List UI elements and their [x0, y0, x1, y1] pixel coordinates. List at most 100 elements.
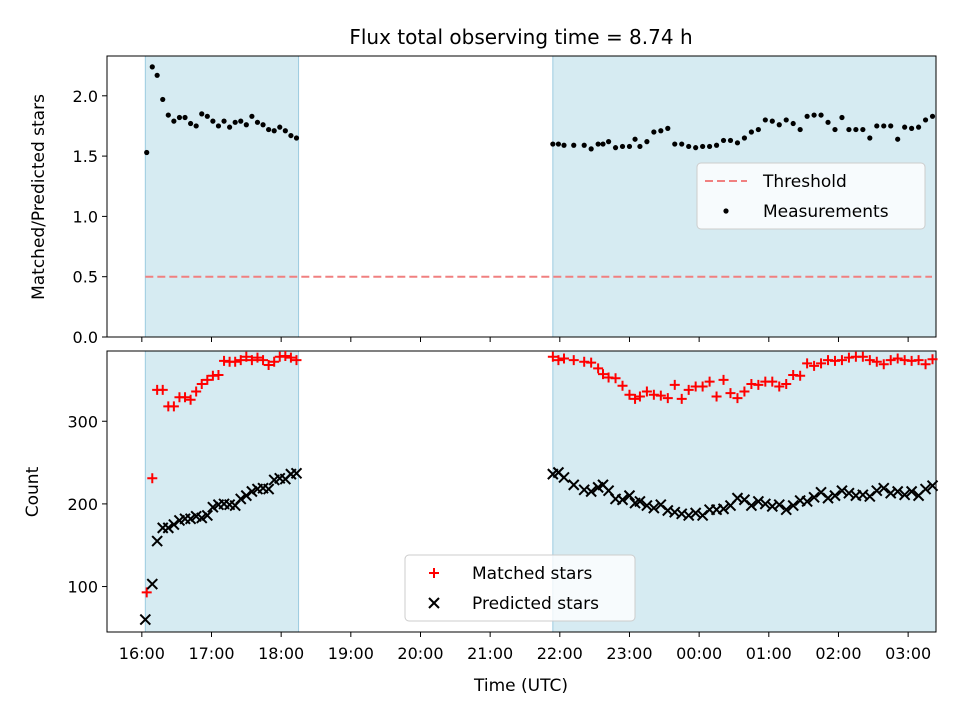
- matched-star-point: [269, 356, 280, 367]
- predicted-star-point: [836, 484, 848, 497]
- matched-star-point: [586, 357, 597, 368]
- measurement-point: [605, 139, 612, 145]
- measurement-point: [902, 124, 908, 130]
- counts-y-tick-label: 300: [67, 412, 98, 431]
- measurement-point: [595, 141, 601, 147]
- predicted-star-point: [623, 489, 636, 502]
- measurement-point: [249, 113, 255, 119]
- matched-star-point: [624, 389, 635, 400]
- predicted-star-point: [558, 471, 570, 484]
- matched-star-point: [157, 384, 168, 395]
- predicted-stars-legend-marker: [428, 597, 440, 609]
- matched-star-point: [704, 376, 715, 387]
- predicted-star-point: [752, 495, 765, 508]
- x-tick-label: 17:00: [188, 644, 234, 663]
- measurement-point: [853, 126, 859, 133]
- matched-star-point: [241, 351, 252, 362]
- measurement-point: [221, 118, 227, 124]
- x-tick-label: 03:00: [885, 644, 931, 663]
- measurement-point: [277, 124, 283, 130]
- matched-star-point: [263, 360, 274, 371]
- predicted-star-point: [641, 499, 653, 512]
- measurement-point: [825, 119, 831, 125]
- matched-star-point: [202, 374, 213, 385]
- matched-star-point: [185, 394, 196, 405]
- measurement-point: [797, 126, 803, 133]
- measurement-point: [199, 111, 205, 117]
- measurement-point: [679, 141, 685, 147]
- x-tick-label: 21:00: [467, 644, 513, 663]
- matched-star-point: [781, 379, 792, 390]
- measurement-point: [227, 124, 233, 130]
- predicted-star-point: [891, 485, 904, 498]
- x-tick-label: 00:00: [676, 644, 722, 663]
- predicted-star-point: [162, 522, 175, 534]
- measurement-point: [171, 118, 177, 124]
- measurement-point: [193, 123, 199, 129]
- matched-star-point: [725, 388, 736, 399]
- matched-stars-series: [141, 350, 938, 598]
- measurement-point: [271, 128, 277, 134]
- predicted-star-point: [240, 489, 253, 502]
- measurement-point: [783, 117, 789, 123]
- matched-star-point: [892, 353, 903, 364]
- counts-y-tick-label: 100: [67, 578, 98, 597]
- measurement-point: [693, 145, 699, 151]
- ratio-y-tick-label: 1.0: [73, 207, 98, 226]
- predicted-star-point: [201, 509, 214, 522]
- x-tick-label: 01:00: [746, 644, 792, 663]
- x-tick-label: 19:00: [328, 644, 374, 663]
- predicted-star-point: [878, 482, 890, 494]
- x-tick-label: 16:00: [119, 644, 165, 663]
- predicted-star-point: [568, 479, 580, 491]
- predicted-star-point: [168, 518, 180, 531]
- measurement-point: [144, 149, 150, 156]
- measurement-point: [260, 122, 266, 128]
- predicted-star-point: [682, 509, 695, 522]
- predicted-star-point: [787, 499, 799, 512]
- ratio-y-ticks: 0.0 0.5 1.0 1.5 2.0: [73, 87, 107, 347]
- predicted-star-point: [146, 578, 158, 590]
- threshold-legend-label: Threshold: [762, 172, 847, 192]
- matched-star-point: [191, 386, 202, 397]
- measurement-point: [672, 141, 678, 147]
- measurement-point: [600, 141, 606, 147]
- measurement-point: [637, 143, 643, 150]
- measurement-point: [149, 64, 155, 70]
- matched-star-point: [252, 352, 263, 363]
- matched-star-point: [864, 355, 875, 366]
- matched-star-point: [739, 386, 750, 397]
- ratio-legend-box: [696, 162, 926, 230]
- matched-star-point: [180, 392, 191, 403]
- counts-legend-box: [404, 554, 636, 622]
- ratio-panel: 0.00.51.01.52.0 Matched/Predicted stars …: [29, 55, 937, 347]
- measurement-point: [762, 117, 768, 123]
- predicted-stars-legend-label: Predicted stars: [472, 594, 599, 614]
- measurement-point: [210, 118, 216, 124]
- measurement-point: [619, 143, 626, 150]
- predicted-star-point: [139, 613, 152, 626]
- measurement-point: [176, 114, 183, 121]
- ratio-x-ticks: [141, 337, 909, 342]
- measurements-legend-marker: [723, 208, 729, 214]
- x-tick-label: 23:00: [606, 644, 652, 663]
- measurement-point: [776, 122, 782, 128]
- matched-star-point: [669, 379, 680, 390]
- predicted-star-point: [585, 485, 597, 498]
- matched-star-point: [196, 379, 207, 390]
- matched-star-point: [878, 359, 889, 370]
- measurement-point: [282, 128, 288, 134]
- predicted-star-point: [919, 483, 932, 495]
- measurement-point: [154, 72, 160, 78]
- measurement-point: [581, 142, 587, 148]
- matched-star-point: [718, 374, 729, 385]
- matched-star-point: [913, 355, 924, 366]
- measurement-point: [665, 125, 671, 131]
- measurement-point: [748, 129, 754, 135]
- shaded-interval-0: [144, 350, 300, 633]
- predicted-star-point: [616, 494, 629, 506]
- counts-panel: 100 200 300 16:00 17:00 18:00 19:00 20:00 21:00…: [23, 350, 939, 696]
- ratio-y-tick-label: 1.5: [73, 147, 98, 166]
- chart-title: Flux total observing time = 8.74 h: [349, 25, 692, 49]
